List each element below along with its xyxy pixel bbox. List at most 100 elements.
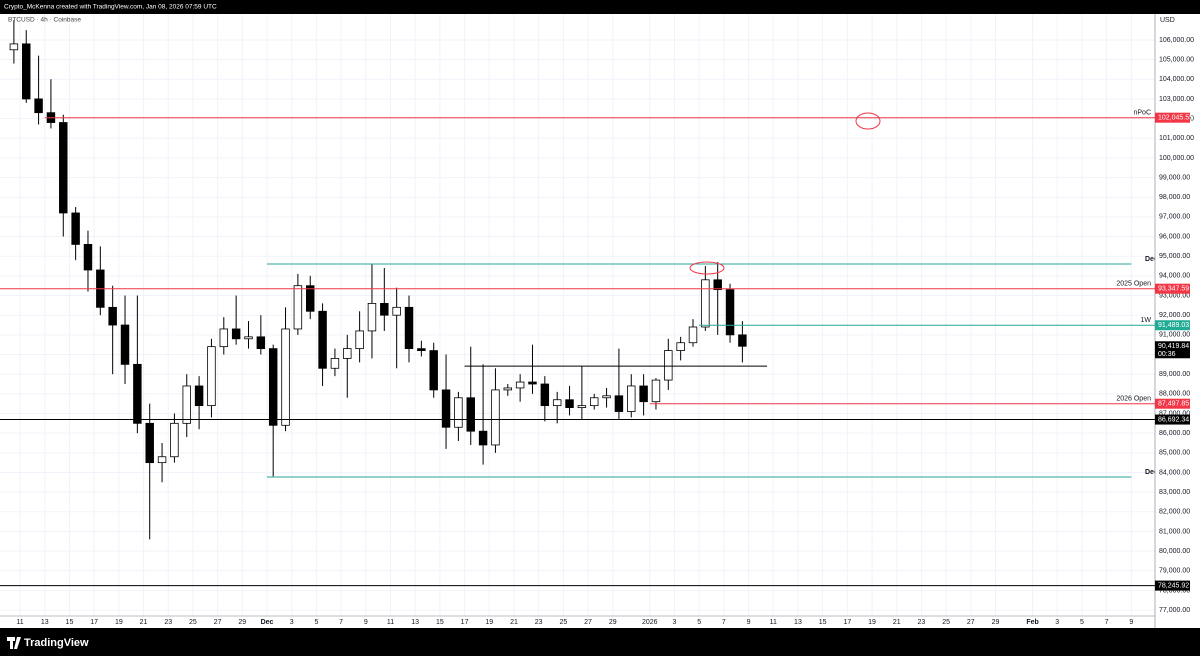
x-tick-label: 27 — [584, 619, 592, 626]
y-tick-label: 100,000.00 — [1159, 155, 1194, 162]
x-tick-label: 9 — [747, 619, 751, 626]
y-tick-label: 83,000.00 — [1159, 489, 1190, 496]
brand-logo — [7, 637, 21, 649]
x-tick-label: 7 — [339, 619, 343, 626]
candle-body — [145, 422, 154, 464]
x-tick-label: 21 — [893, 619, 901, 626]
candle-body — [725, 289, 735, 336]
y-tick-label: 77,000.00 — [1159, 607, 1190, 614]
candle-body — [182, 385, 191, 424]
candle-body — [701, 279, 710, 328]
price-marker-label: 102,045.55 — [1158, 115, 1193, 122]
x-tick-label: 5 — [314, 619, 318, 626]
x-tick-label: 17 — [90, 619, 98, 626]
y-tick-label: 79,000.00 — [1159, 568, 1190, 575]
x-tick-label: 23 — [918, 619, 926, 626]
candle-body — [268, 348, 278, 426]
candle-body — [664, 350, 673, 381]
candle-body — [231, 328, 241, 340]
candle-body — [157, 456, 167, 464]
x-tick-label: 19 — [485, 619, 493, 626]
candle-body — [120, 324, 130, 365]
price-marker — [1155, 398, 1190, 409]
candle-body — [589, 397, 599, 407]
x-tick-label: 27 — [214, 619, 222, 626]
x-tick-label: 25 — [942, 619, 950, 626]
x-tick-label: Feb — [1026, 619, 1038, 626]
x-tick-label: 11 — [770, 619, 777, 626]
candle-body — [404, 306, 414, 350]
candle-body — [503, 387, 513, 391]
price-marker-label: 86,692.34 — [1158, 416, 1189, 423]
caption: Crypto_McKenna created with TradingView.… — [4, 4, 217, 11]
candle-body — [540, 383, 550, 407]
candle-body — [318, 310, 327, 369]
candle-body — [552, 399, 562, 407]
symbol-title: BTCUSD · 4h · Coinbase — [8, 17, 81, 24]
candle-body — [9, 43, 19, 51]
candle-body — [688, 326, 698, 344]
y-tick-label: 97,000.00 — [1159, 214, 1190, 221]
x-tick-label: 15 — [66, 619, 74, 626]
x-tick-label: 29 — [992, 619, 1000, 626]
candle-body — [602, 395, 611, 399]
candle-body — [565, 399, 574, 409]
x-tick-label: 19 — [115, 619, 123, 626]
y-tick-label: 81,000.00 — [1159, 528, 1190, 535]
y-tick-label: 91,000.00 — [1159, 332, 1190, 339]
chart-panel — [0, 14, 1200, 628]
level-label: 2025 Open — [1116, 281, 1151, 288]
candle-body — [34, 98, 43, 114]
top-bar — [0, 0, 1200, 14]
candle-body — [59, 122, 68, 214]
y-tick-label: 101,000.00 — [1159, 135, 1194, 142]
candle-body — [429, 350, 438, 391]
candle-body — [577, 405, 587, 409]
annotation-circle — [689, 261, 725, 275]
candle-body — [466, 397, 475, 432]
y-tick-label: 85,000.00 — [1159, 450, 1190, 457]
y-tick-label: 95,000.00 — [1159, 253, 1190, 260]
y-tick-label: 89,000.00 — [1159, 371, 1190, 378]
candle-body — [133, 363, 142, 424]
x-tick-label: 11 — [387, 619, 394, 626]
x-tick-label: 25 — [189, 619, 197, 626]
price-marker — [1155, 320, 1190, 331]
x-tick-label: 2026 — [642, 619, 658, 626]
x-tick-label: 29 — [238, 619, 246, 626]
candle-body — [207, 346, 216, 407]
candle-body — [528, 381, 537, 385]
level-label: Dec — [1145, 256, 1158, 263]
brand: TradingView — [24, 637, 89, 649]
candle-body — [515, 381, 525, 389]
price-marker — [1155, 283, 1190, 294]
candle-body — [651, 379, 661, 403]
candle-body — [738, 334, 747, 347]
price-marker-label: 91,489.03 — [1158, 322, 1189, 329]
y-tick-label: 87,000.00 — [1159, 410, 1190, 417]
x-tick-label: 21 — [510, 619, 518, 626]
candle-body — [22, 43, 31, 100]
x-tick-label: Dec — [261, 619, 274, 626]
y-tick-label: 96,000.00 — [1159, 233, 1190, 240]
level-label: Dec — [1145, 469, 1158, 476]
y-tick-label: 98,000.00 — [1159, 194, 1190, 201]
candle-body — [170, 422, 179, 458]
candle-body — [293, 285, 303, 330]
candle-body — [367, 303, 377, 332]
y-tick-label: 80,000.00 — [1159, 548, 1190, 555]
x-tick-label: 7 — [1105, 619, 1109, 626]
candle-body — [256, 336, 266, 350]
price-marker-label: 78,245.92 — [1158, 582, 1189, 589]
y-tick-label: 105,000.00 — [1159, 56, 1194, 63]
y-tick-label: 106,000.00 — [1159, 37, 1194, 44]
x-tick-label: 13 — [794, 619, 802, 626]
x-tick-label: 3 — [673, 619, 677, 626]
x-tick-label: 19 — [868, 619, 876, 626]
x-tick-label: 11 — [16, 619, 23, 626]
y-tick-label: 88,000.00 — [1159, 391, 1190, 398]
x-tick-label: 21 — [140, 619, 148, 626]
candle-body — [639, 385, 648, 403]
x-tick-label: 3 — [1055, 619, 1059, 626]
